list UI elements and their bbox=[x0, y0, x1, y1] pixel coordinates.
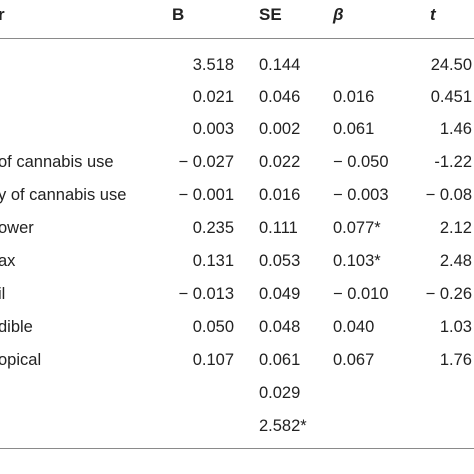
cell-se: 0.049 bbox=[259, 285, 301, 303]
cell-beta: 0.077* bbox=[333, 219, 381, 237]
header-b: B bbox=[172, 5, 185, 24]
row-label: opical bbox=[0, 351, 42, 369]
row-label: y of cannabis use bbox=[0, 186, 127, 204]
cell-b: − 0.013 bbox=[178, 285, 234, 303]
cell-b: − 0.001 bbox=[178, 186, 234, 204]
header-se: SE bbox=[259, 5, 282, 24]
cell-se: 2.582* bbox=[259, 417, 307, 435]
row-label: ower bbox=[0, 219, 34, 237]
row-label: il bbox=[0, 285, 6, 303]
cell-t: − 0.26 bbox=[425, 285, 472, 303]
cell-t: − 0.08 bbox=[425, 186, 472, 204]
cell-se: 0.029 bbox=[259, 384, 301, 402]
cell-se: 0.002 bbox=[259, 120, 301, 138]
cell-beta: 0.103* bbox=[333, 252, 381, 270]
cell-t: 1.76 bbox=[439, 351, 472, 369]
cell-t: 24.50 bbox=[430, 56, 472, 74]
cell-b: 0.235 bbox=[192, 219, 234, 237]
cell-se: 0.022 bbox=[259, 153, 301, 171]
header-rule bbox=[0, 38, 474, 39]
cell-beta: 0.061 bbox=[333, 120, 375, 138]
cell-beta: 0.040 bbox=[333, 318, 375, 336]
bottom-rule bbox=[0, 448, 474, 449]
cell-beta: 0.016 bbox=[333, 88, 375, 106]
cell-b: 0.050 bbox=[192, 318, 234, 336]
cell-t: 2.48 bbox=[439, 252, 472, 270]
cell-se: 0.144 bbox=[259, 56, 301, 74]
header-predictor: r bbox=[0, 5, 5, 24]
cell-beta: 0.067 bbox=[333, 351, 375, 369]
header-t: t bbox=[430, 5, 436, 24]
cell-t: 0.451 bbox=[430, 88, 472, 106]
cell-b: 0.021 bbox=[192, 88, 234, 106]
cell-se: 0.046 bbox=[259, 88, 301, 106]
header-beta: β bbox=[333, 5, 344, 24]
cell-beta: − 0.003 bbox=[333, 186, 389, 204]
cell-b: 0.131 bbox=[192, 252, 234, 270]
cell-b: − 0.027 bbox=[178, 153, 234, 171]
cell-se: 0.111 bbox=[259, 219, 298, 237]
cell-se: 0.061 bbox=[259, 351, 301, 369]
cell-t: 2.12 bbox=[439, 219, 472, 237]
row-label: of cannabis use bbox=[0, 153, 114, 171]
cell-b: 0.003 bbox=[192, 120, 234, 138]
cell-t: 1.03 bbox=[439, 318, 472, 336]
row-label: dible bbox=[0, 318, 33, 336]
row-label: ax bbox=[0, 252, 16, 270]
cell-b: 0.107 bbox=[192, 351, 234, 369]
cell-se: 0.048 bbox=[259, 318, 301, 336]
cell-t: -1.22 bbox=[434, 153, 472, 171]
cell-beta: − 0.050 bbox=[333, 153, 389, 171]
cell-beta: − 0.010 bbox=[333, 285, 389, 303]
cell-b: 3.518 bbox=[192, 56, 234, 74]
cell-se: 0.053 bbox=[259, 252, 301, 270]
cell-t: 1.46 bbox=[439, 120, 472, 138]
cell-se: 0.016 bbox=[259, 186, 301, 204]
